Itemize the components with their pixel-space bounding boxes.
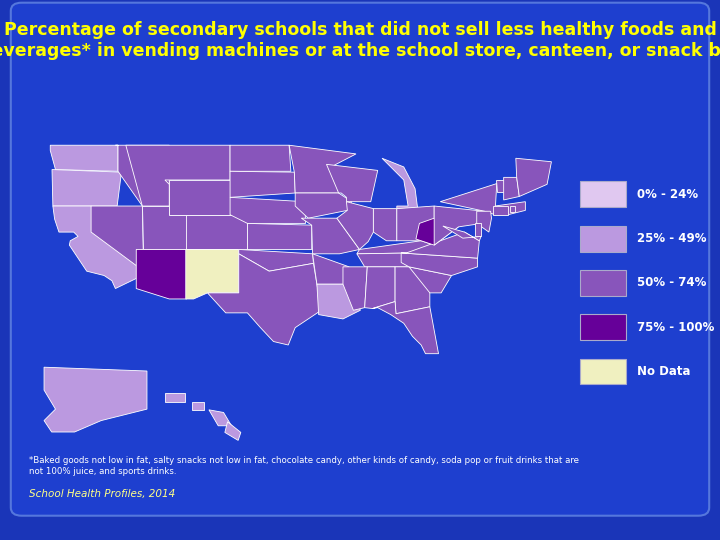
Polygon shape bbox=[504, 177, 519, 200]
Polygon shape bbox=[186, 215, 248, 249]
Text: 75% - 100%: 75% - 100% bbox=[637, 321, 714, 334]
Polygon shape bbox=[397, 206, 434, 241]
Polygon shape bbox=[434, 206, 485, 245]
Polygon shape bbox=[225, 422, 240, 441]
FancyBboxPatch shape bbox=[11, 3, 709, 516]
Polygon shape bbox=[395, 267, 430, 314]
FancyBboxPatch shape bbox=[580, 270, 626, 296]
Polygon shape bbox=[207, 254, 321, 345]
Polygon shape bbox=[416, 218, 459, 245]
Polygon shape bbox=[337, 201, 374, 249]
Polygon shape bbox=[357, 253, 424, 267]
Polygon shape bbox=[230, 171, 295, 197]
Polygon shape bbox=[143, 206, 186, 249]
Polygon shape bbox=[136, 249, 186, 299]
Polygon shape bbox=[126, 145, 230, 206]
Polygon shape bbox=[44, 367, 147, 432]
Text: 25% - 49%: 25% - 49% bbox=[637, 232, 707, 245]
Polygon shape bbox=[169, 180, 230, 215]
Polygon shape bbox=[230, 197, 305, 224]
Polygon shape bbox=[443, 226, 481, 241]
Polygon shape bbox=[91, 206, 143, 267]
Polygon shape bbox=[343, 267, 367, 310]
Polygon shape bbox=[295, 193, 351, 218]
FancyBboxPatch shape bbox=[580, 226, 626, 252]
Polygon shape bbox=[516, 158, 552, 197]
Polygon shape bbox=[186, 249, 239, 299]
Polygon shape bbox=[317, 284, 360, 319]
FancyBboxPatch shape bbox=[580, 314, 626, 340]
Text: Percentage of secondary schools that did not sell less healthy foods and: Percentage of secondary schools that did… bbox=[4, 21, 716, 39]
Polygon shape bbox=[239, 249, 313, 271]
Polygon shape bbox=[382, 158, 418, 208]
Text: School Health Profiles, 2014: School Health Profiles, 2014 bbox=[29, 489, 175, 499]
Polygon shape bbox=[372, 301, 438, 354]
Polygon shape bbox=[374, 208, 397, 241]
Polygon shape bbox=[440, 180, 508, 215]
Polygon shape bbox=[477, 211, 492, 232]
Polygon shape bbox=[230, 145, 291, 171]
Polygon shape bbox=[52, 170, 122, 206]
Polygon shape bbox=[401, 232, 480, 258]
Polygon shape bbox=[495, 201, 526, 215]
Polygon shape bbox=[53, 206, 143, 288]
Polygon shape bbox=[365, 267, 395, 308]
Text: beverages* in vending machines or at the school store, canteen, or snack bar: beverages* in vending machines or at the… bbox=[0, 42, 720, 60]
Polygon shape bbox=[493, 206, 508, 215]
Polygon shape bbox=[115, 145, 169, 206]
Polygon shape bbox=[165, 393, 185, 402]
Polygon shape bbox=[401, 253, 477, 275]
Text: 50% - 74%: 50% - 74% bbox=[637, 276, 706, 289]
FancyBboxPatch shape bbox=[580, 181, 626, 207]
Polygon shape bbox=[326, 164, 378, 201]
Text: 0% - 24%: 0% - 24% bbox=[637, 188, 698, 201]
Text: No Data: No Data bbox=[637, 365, 690, 378]
Polygon shape bbox=[496, 180, 513, 192]
Polygon shape bbox=[192, 402, 204, 410]
Polygon shape bbox=[301, 218, 359, 254]
Text: *Baked goods not low in fat, salty snacks not low in fat, chocolate candy, other: *Baked goods not low in fat, salty snack… bbox=[29, 456, 579, 476]
Polygon shape bbox=[209, 410, 232, 426]
Polygon shape bbox=[50, 145, 118, 171]
Polygon shape bbox=[510, 206, 515, 212]
Polygon shape bbox=[312, 254, 351, 284]
Polygon shape bbox=[289, 145, 356, 193]
Polygon shape bbox=[248, 224, 312, 249]
Polygon shape bbox=[409, 267, 451, 293]
FancyBboxPatch shape bbox=[580, 359, 626, 384]
Polygon shape bbox=[475, 224, 481, 237]
Polygon shape bbox=[357, 241, 434, 254]
